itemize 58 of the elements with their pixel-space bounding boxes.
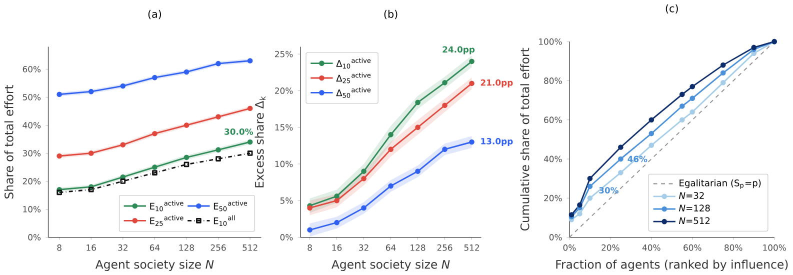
x-tick-label: 32	[118, 244, 128, 251]
x-tick-label: 8	[308, 244, 312, 251]
y-tick-label: 10%	[23, 206, 41, 212]
annotation: 21.0pp	[480, 79, 513, 88]
annotation: 24.0pp	[442, 46, 475, 54]
chart-title: (b)	[384, 10, 398, 19]
x-tick-label: 60%	[684, 244, 702, 251]
y-axis-title: Cumulative share of total effort	[520, 48, 530, 230]
y-tick-label: 10%	[275, 160, 293, 168]
legend-label: N=128	[678, 204, 710, 212]
y-axis-title: Share of total effort	[4, 84, 14, 198]
x-axis-title: Agent society size N	[95, 260, 214, 271]
y-tick-label: 30%	[22, 150, 41, 156]
chart-title: (c)	[666, 4, 678, 14]
x-tick-label: 8	[57, 244, 62, 251]
y-tick-label: 40%	[22, 122, 41, 128]
x-tick-label: 512	[242, 244, 258, 251]
x-tick-label: 16	[332, 244, 342, 251]
legend-label: N=512	[678, 217, 710, 224]
x-axis-title: Agent society size N	[332, 260, 450, 271]
x-tick-label: 128	[410, 244, 426, 251]
y-tick-label: 25%	[275, 50, 293, 58]
annotation: 30%	[599, 186, 619, 194]
y-tick-label: 0%	[549, 234, 562, 240]
chart-title: (a)	[148, 10, 162, 19]
x-tick-label: 512	[464, 244, 479, 251]
x-tick-label: 128	[179, 244, 194, 251]
x-tick-label: 64	[386, 244, 396, 251]
x-tick-label: 64	[150, 244, 160, 251]
x-tick-label: 0%	[563, 244, 576, 251]
y-tick-label: 20%	[275, 87, 293, 94]
annotation: 46%	[628, 156, 648, 162]
y-tick-label: 0%	[28, 234, 41, 240]
legend-label: N=32	[678, 192, 704, 199]
x-tick-label: 16	[86, 244, 96, 251]
x-tick-label: 40%	[642, 244, 660, 251]
legend-label: Egalitarian (S$_{p}$=p)	[680, 179, 761, 189]
y-tick-label: 60%	[22, 66, 41, 72]
y-tick-label: 5%	[280, 197, 293, 204]
x-tick-label: 80%	[724, 244, 742, 251]
y-tick-label: 40%	[544, 156, 562, 162]
y-tick-label: 80%	[544, 77, 562, 84]
x-tick-label: 256	[437, 244, 452, 251]
y-tick-label: 20%	[22, 178, 41, 184]
y-tick-label: 50%	[22, 94, 41, 100]
x-tick-label: 20%	[602, 244, 620, 251]
x-tick-label: 32	[359, 244, 368, 251]
annotation: 30.0%	[224, 128, 254, 135]
y-tick-label: 0%	[280, 234, 293, 240]
y-tick-label: 15%	[275, 124, 293, 130]
x-tick-label: 100%	[763, 244, 786, 251]
y-axis-title: Excess share Δ$_{k}$	[254, 96, 266, 188]
x-axis-title: Fraction of agents (ranked by influence)	[556, 260, 788, 271]
y-tick-label: 60%	[544, 116, 562, 123]
annotation: 13.0pp	[481, 138, 513, 146]
y-tick-label: 100%	[539, 38, 562, 45]
x-tick-label: 256	[210, 244, 226, 251]
y-tick-label: 20%	[544, 194, 562, 202]
